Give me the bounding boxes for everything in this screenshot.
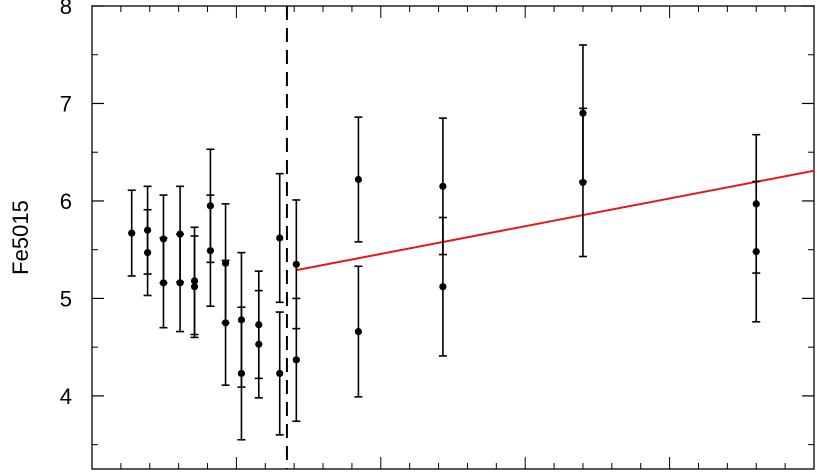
data-point: [206, 247, 215, 255]
data-point: [128, 229, 136, 237]
data-point: [221, 259, 230, 267]
data-point: [752, 200, 760, 208]
data-point: [143, 226, 152, 234]
data-point: [159, 279, 168, 287]
plot-border: [91, 5, 815, 470]
y-axis-label: Fe5015: [8, 200, 33, 275]
data-point: [190, 283, 199, 291]
data-point: [255, 321, 263, 329]
y-tick-label: 7: [60, 91, 72, 116]
data-point: [439, 182, 447, 190]
y-tick-label: 5: [60, 286, 72, 311]
data-point: [439, 283, 447, 291]
fit-line-layer: [296, 169, 815, 272]
data-point: [143, 249, 152, 257]
data-point: [159, 235, 168, 243]
data-point: [292, 356, 300, 364]
points-layer: [128, 109, 760, 378]
data-point: [176, 279, 184, 287]
data-point: [206, 202, 215, 210]
y-tick-label: 4: [60, 384, 72, 409]
fit-line: [296, 169, 815, 272]
y-axis-tick-labels: 4 5 6 7 8: [60, 0, 72, 409]
y-tick-label: 8: [60, 0, 72, 19]
data-point: [292, 260, 300, 268]
data-point: [255, 340, 263, 348]
data-point: [176, 230, 184, 238]
data-point: [221, 319, 230, 327]
y-tick-label: 6: [60, 189, 72, 214]
y-axis-ticks: [92, 5, 814, 446]
x-axis-ticks: [91, 6, 815, 469]
data-point: [752, 248, 760, 256]
plot-frame: [91, 5, 815, 470]
data-point: [579, 109, 587, 117]
data-point: [237, 369, 246, 378]
data-point: [354, 175, 363, 184]
data-point: [354, 327, 363, 336]
data-point: [237, 316, 246, 324]
data-point: [190, 277, 199, 285]
data-point: [579, 178, 587, 187]
data-point: [276, 369, 284, 378]
data-point: [276, 234, 284, 242]
